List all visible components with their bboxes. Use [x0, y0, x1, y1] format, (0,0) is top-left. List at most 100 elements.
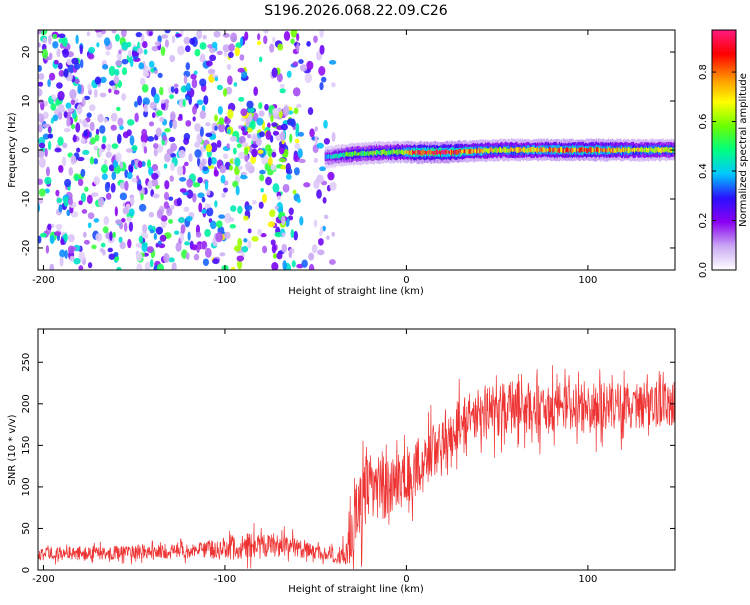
spectrogram-cell [319, 44, 325, 55]
spectrogram-cell [199, 55, 206, 63]
spectrogram-cell [280, 123, 288, 131]
spectrogram-ridge-cell [381, 150, 383, 156]
spectrogram-ridge-cell [546, 148, 549, 152]
snr-y-tick-label: 150 [21, 436, 32, 455]
spectrogram-cell [169, 119, 173, 129]
spectrogram-ridge-cell [635, 148, 637, 152]
spectrogram-cell [313, 219, 318, 228]
spectrogram-ridge-cell [576, 148, 578, 153]
spectrogram-cell [120, 218, 126, 223]
spectrogram-cell [322, 196, 327, 204]
spectrogram-cell [218, 117, 225, 125]
spectrogram-cell [112, 159, 119, 168]
spectrogram-cell [57, 33, 66, 39]
spectrogram-cell [164, 30, 171, 34]
spectrogram-cell [258, 102, 263, 110]
spectrogram-cell [313, 157, 319, 163]
spectrogram-cell [212, 258, 220, 265]
spectrogram-ridge-cell [610, 148, 612, 154]
spectrogram-ridge-cell [324, 155, 327, 159]
spectrogram-cell [160, 101, 166, 111]
spectrogram-cell [51, 94, 56, 100]
spectrogram-ridge-cell [491, 147, 493, 152]
spectrogram-cell [252, 199, 257, 205]
spectrogram-cell [170, 204, 175, 210]
spectrogram-cell [233, 245, 241, 252]
spectrogram-ridge-cell [569, 148, 572, 153]
spectrogram-cell [42, 37, 48, 44]
spectrogram-ridge-cell [367, 150, 369, 155]
spectrogram-cell [232, 180, 239, 188]
spectrogram-cell [115, 219, 122, 225]
spectrogram-cell [240, 108, 248, 117]
spectrogram-cell [86, 194, 93, 204]
spectrogram-cell [78, 251, 85, 262]
spectrogram-cell [103, 159, 108, 166]
spectrogram-cell [267, 157, 273, 166]
spectrogram-cell [50, 223, 55, 229]
spectrogram-ridge-cell [351, 151, 354, 157]
spectrogram-cell [323, 214, 329, 220]
spectrogram-cell [214, 125, 218, 131]
spectrogram-cell [281, 215, 286, 226]
spectrogram-ridge-cell [399, 150, 402, 154]
spectrogram-ridge-cell [423, 150, 426, 155]
spectrogram-ridge-cell [638, 147, 640, 153]
spectrogram-ridge-cell [630, 148, 633, 152]
spectrogram-cell [129, 58, 134, 68]
spectrogram-ridge-cell [406, 150, 408, 154]
spectrogram-cell [257, 228, 263, 236]
spectrogram-cell [103, 216, 110, 226]
spectrogram-marks [38, 30, 675, 270]
spectrogram-cell [301, 259, 308, 268]
spectrogram-cell [101, 143, 106, 150]
spectrogram-cell [186, 189, 194, 199]
spectrogram-cell [80, 137, 86, 145]
spectrogram-cell [42, 111, 49, 120]
spectrogram-ridge-cell [356, 152, 358, 156]
spectrogram-cell [245, 161, 253, 172]
spectrogram-cell [127, 238, 132, 249]
spectrogram-cell [67, 234, 75, 243]
spectrogram-cell [194, 149, 202, 158]
spectrogram-cell [126, 129, 132, 137]
spectrogram-cell [50, 117, 55, 124]
spectrogram-cell [236, 255, 244, 262]
spectrogram-cell [69, 255, 75, 262]
spectrogram-ridge-cell [407, 150, 409, 155]
spectrogram-ridge-cell [482, 149, 485, 154]
spectrogram-cell [229, 135, 238, 142]
spectrogram-cell [279, 83, 285, 89]
spectrogram-ridge-cell [655, 147, 658, 153]
spectrogram-cell [262, 245, 268, 254]
snr-plot-area [38, 329, 675, 570]
spectrogram-cell [227, 75, 233, 86]
spectrogram-cell [87, 53, 95, 60]
spectrogram-ridge-cell [350, 152, 353, 157]
spectrogram-ridge-cell [328, 154, 330, 159]
spectrogram-cell [238, 135, 246, 145]
spectrogram-ridge-cell [665, 146, 667, 152]
spectrogram-ridge-cell [348, 151, 351, 157]
spectrogram-ridge-cell [470, 148, 473, 154]
spectrogram-cell [288, 207, 294, 216]
spectrogram-cell [55, 189, 60, 197]
spectrogram-cell [296, 32, 300, 42]
spectrogram-cell [57, 90, 65, 101]
spectrogram-ridge-cell [335, 153, 338, 159]
spectrogram-ridge-cell [652, 148, 654, 153]
spectrogram-cell [271, 244, 277, 254]
spectrogram-cell [164, 39, 169, 48]
spectrogram-ridge-cell [490, 147, 492, 152]
spectrogram-ridge-cell [400, 149, 403, 155]
spectrogram-cell [280, 131, 286, 141]
spectrogram-cell [82, 149, 90, 156]
spectrogram-cell [119, 241, 126, 250]
spectrogram-cell [230, 205, 237, 212]
spectrogram-cell [202, 258, 210, 266]
spectrogram-cell [168, 136, 176, 143]
spectrogram-ridge-cell [640, 147, 642, 152]
spectrogram-ridge-cell [587, 148, 589, 154]
spectrogram-cell [47, 223, 52, 231]
spectrogram-cell [44, 176, 52, 185]
